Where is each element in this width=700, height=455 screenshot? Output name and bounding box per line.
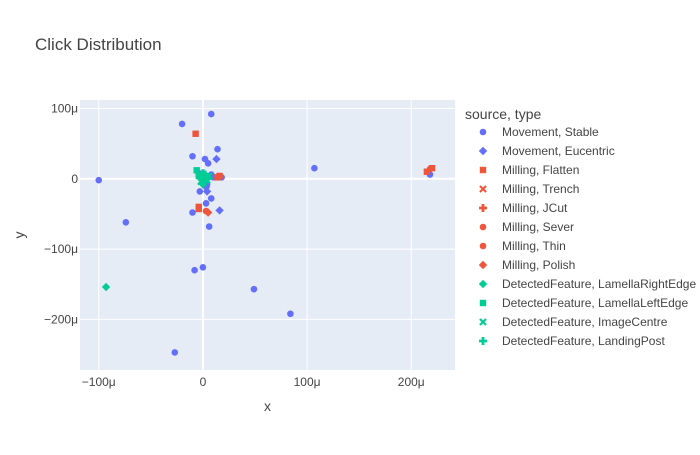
data-point — [95, 176, 103, 184]
tick-labels: −100μ 0 100μ 200μ 100μ 0 −100μ −200μ — [44, 101, 425, 389]
legend-marker — [479, 242, 487, 250]
legend-entry[interactable]: DetectedFeature, LamellaLeftEdge — [502, 296, 688, 310]
data-point — [287, 310, 294, 318]
data-point — [192, 130, 199, 137]
y-tick-label: 100μ — [51, 101, 78, 115]
data-point — [203, 208, 213, 217]
data-point — [311, 164, 318, 172]
x-tick-label: 100μ — [294, 375, 321, 389]
legend-entry[interactable]: Milling, Thin — [502, 239, 566, 253]
data-point — [250, 285, 258, 293]
data-point — [214, 145, 221, 153]
y-tick-label: −100μ — [44, 242, 78, 256]
data-point — [202, 187, 212, 196]
data-point — [207, 110, 215, 118]
data-point — [212, 154, 221, 164]
data-point — [198, 169, 207, 178]
legend-entry[interactable]: Milling, Sever — [502, 220, 574, 234]
data-point — [189, 209, 196, 216]
legend-entry[interactable]: Milling, Flatten — [502, 163, 579, 177]
plot-area — [80, 100, 455, 370]
data-point — [196, 173, 205, 182]
y-tick-label: 0 — [71, 172, 78, 186]
data-point — [178, 120, 186, 128]
data-point — [193, 167, 200, 174]
data-point — [202, 200, 210, 207]
legend-marker — [479, 337, 487, 345]
legend-marker — [478, 260, 488, 270]
data-point — [205, 223, 213, 230]
data-point — [201, 170, 209, 179]
legend-marker — [479, 204, 487, 212]
y-tick-label: −200μ — [44, 312, 78, 326]
data-markers — [95, 110, 436, 356]
data-point — [215, 206, 224, 215]
chart-title: Click Distribution — [35, 35, 162, 54]
legend-marker — [478, 146, 488, 156]
data-point — [195, 205, 202, 213]
data-point — [101, 282, 111, 292]
data-point — [191, 266, 198, 274]
data-point — [199, 264, 207, 271]
legend-entry[interactable]: Milling, JCut — [502, 201, 568, 215]
legend-entry[interactable]: DetectedFeature, LandingPost — [502, 334, 665, 348]
legend-entry[interactable]: DetectedFeature, ImageCentre — [502, 315, 668, 329]
data-point — [204, 174, 213, 183]
legend-entry[interactable]: Movement, Eucentric — [502, 144, 615, 158]
legend-marker — [478, 279, 488, 289]
data-point — [189, 152, 196, 160]
legend-marker — [479, 128, 487, 136]
legend: source, type Movement, Stable Movement, E… — [465, 106, 696, 348]
data-point — [426, 165, 434, 173]
legend-marker — [479, 318, 487, 326]
x-tick-label: 0 — [200, 375, 207, 389]
legend-entry[interactable]: Movement, Stable — [502, 125, 599, 139]
data-point — [423, 168, 431, 175]
data-point — [197, 177, 205, 186]
legend-marker — [479, 223, 487, 231]
x-tick-label: 200μ — [398, 375, 425, 389]
data-point — [207, 195, 215, 202]
legend-title: source, type — [465, 106, 541, 122]
legend-marker — [479, 299, 487, 307]
data-point — [216, 172, 223, 180]
legend-entry[interactable]: Milling, Polish — [502, 258, 575, 272]
legend-entry[interactable]: DetectedFeature, LamellaRightEdge — [502, 277, 696, 291]
x-tick-label: −100μ — [82, 375, 116, 389]
legend-entry[interactable]: Milling, Trench — [502, 182, 579, 196]
legend-marker — [479, 185, 487, 193]
x-axis-title: x — [264, 398, 271, 414]
legend-marker — [479, 166, 487, 174]
data-point — [204, 159, 212, 167]
grid-lines — [80, 100, 455, 370]
data-point — [122, 219, 130, 226]
y-axis-title: y — [11, 232, 27, 239]
data-point — [171, 349, 179, 356]
data-point — [196, 188, 204, 195]
